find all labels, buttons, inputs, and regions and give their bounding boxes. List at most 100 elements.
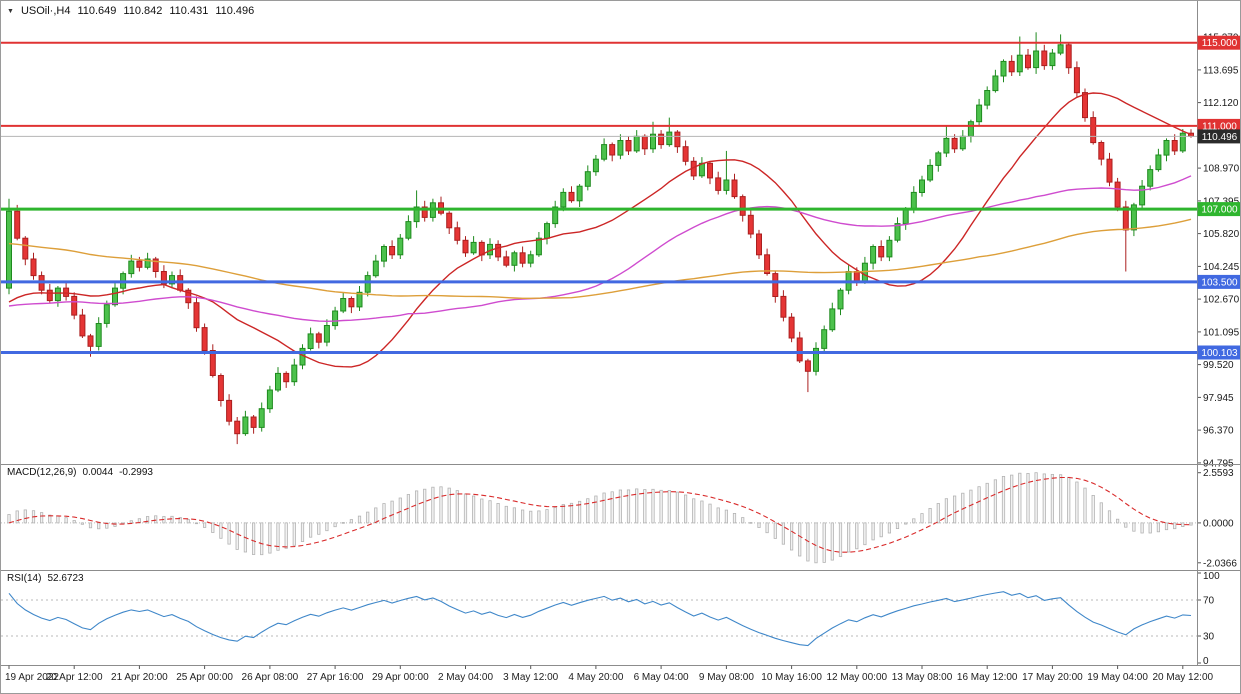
candle <box>756 233 762 256</box>
time-axis-label: 20 May 12:00 <box>1152 672 1213 683</box>
candle <box>234 420 241 435</box>
candle <box>495 243 502 258</box>
candle <box>878 246 885 258</box>
candle <box>910 191 917 210</box>
time-axis-label: 27 Apr 16:00 <box>307 672 364 683</box>
candle <box>356 291 363 308</box>
candle <box>788 316 795 339</box>
candle <box>1171 140 1178 152</box>
candle <box>226 399 233 422</box>
ohlc-high-value: 110.842 <box>123 5 163 17</box>
candle <box>747 214 754 235</box>
candle <box>992 75 999 92</box>
time-axis-label: 12 May 00:00 <box>826 672 887 683</box>
candle <box>470 241 477 254</box>
macd-name: MACD(12,26,9) <box>7 467 77 478</box>
candle <box>405 221 412 239</box>
price-axis-label: 105.820 <box>1203 229 1240 240</box>
candle <box>30 258 37 277</box>
current-price-tag-text: 110.496 <box>1202 132 1238 143</box>
time-axis-label: 21 Apr 20:00 <box>111 672 168 683</box>
candle <box>967 121 974 137</box>
candle <box>739 196 746 216</box>
candle <box>894 223 901 241</box>
candle <box>625 140 632 152</box>
candle <box>935 152 942 166</box>
candle <box>152 258 159 272</box>
candle <box>1065 44 1072 69</box>
price-level-tag-text: 111.000 <box>1202 121 1237 132</box>
candle <box>128 260 135 275</box>
candle <box>633 135 640 152</box>
candle <box>715 177 722 191</box>
candle <box>1033 50 1040 69</box>
rsi-indicator-label: RSI(14) 52.6723 <box>7 573 84 584</box>
candle <box>886 239 893 258</box>
candle <box>1049 52 1056 67</box>
price-axis-label: 96.370 <box>1203 426 1234 437</box>
candle <box>682 146 689 162</box>
candle <box>315 333 322 343</box>
candle <box>780 295 787 318</box>
symbol-timeframe-label: USOil·,H4 <box>20 5 71 17</box>
time-axis-label: 3 May 12:00 <box>503 672 558 683</box>
price-level-tag[interactable] <box>1197 274 1241 289</box>
price-level-tag-text: 115.000 <box>1202 38 1238 49</box>
ohlc-close-value: 110.496 <box>215 5 255 17</box>
candle <box>609 144 616 156</box>
candle <box>829 308 836 331</box>
price-axis-label: 108.970 <box>1203 164 1240 175</box>
candle <box>601 144 608 160</box>
candle <box>617 140 624 156</box>
price-level-tag-text: 103.500 <box>1201 277 1238 288</box>
candle <box>95 323 102 347</box>
candle <box>136 260 143 268</box>
price-level-tag[interactable] <box>1197 35 1241 50</box>
time-axis-label: 4 May 20:00 <box>568 672 623 683</box>
price-axis-label: 94.795 <box>1203 458 1234 469</box>
time-axis-label: 10 May 16:00 <box>761 672 822 683</box>
candle <box>821 329 828 349</box>
candle <box>723 179 730 191</box>
candle <box>46 289 53 302</box>
candle <box>951 137 958 150</box>
candle <box>462 239 469 254</box>
candle <box>959 135 966 150</box>
candle <box>6 210 12 289</box>
candle <box>1057 44 1064 54</box>
price-axis-label: 112.120 <box>1203 98 1239 109</box>
candle <box>584 171 591 187</box>
candle <box>446 212 453 229</box>
macd-axis-label: 2.5593 <box>1203 468 1234 479</box>
candle <box>674 131 681 148</box>
candle <box>54 287 61 302</box>
candle <box>861 262 868 283</box>
time-axis-label: 19 Apr 2022 <box>5 672 59 683</box>
candle <box>397 237 404 256</box>
candle <box>193 302 200 329</box>
candle <box>707 162 713 179</box>
price-level-tag[interactable] <box>1197 345 1241 360</box>
candle <box>421 206 428 218</box>
price-level-tag[interactable] <box>1197 202 1241 217</box>
current-price-tag[interactable] <box>1197 129 1241 144</box>
time-axis-label: 2 May 04:00 <box>438 672 493 683</box>
candle <box>1000 60 1007 77</box>
ohlc-low-value: 110.431 <box>169 5 209 17</box>
time-axis-label: 25 Apr 00:00 <box>176 672 233 683</box>
chart-header: ▼ USOil·,H4 110.649 110.842 110.431 110.… <box>7 5 254 17</box>
one-click-trading-arrow-icon[interactable]: ▼ <box>7 7 14 15</box>
macd-indicator-label: MACD(12,26,9) 0.0044 -0.2993 <box>7 467 153 478</box>
candle <box>242 416 249 435</box>
candle <box>984 90 991 106</box>
candle <box>1155 154 1162 171</box>
candle <box>112 287 118 306</box>
candle <box>348 298 355 308</box>
candle <box>1130 204 1137 231</box>
candle <box>144 258 151 268</box>
time-axis-label: 6 May 04:00 <box>634 672 689 683</box>
time-axis-label: 13 May 08:00 <box>892 672 953 683</box>
candle <box>658 133 665 146</box>
candle <box>71 295 78 316</box>
